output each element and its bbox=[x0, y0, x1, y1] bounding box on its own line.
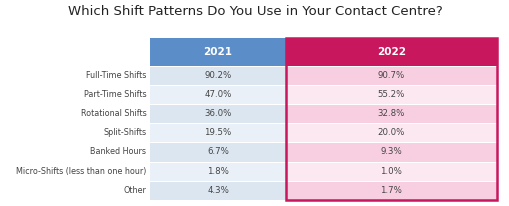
Text: Full-Time Shifts: Full-Time Shifts bbox=[86, 71, 146, 80]
Text: Part-Time Shifts: Part-Time Shifts bbox=[83, 90, 146, 99]
Text: 32.8%: 32.8% bbox=[377, 109, 404, 118]
Text: 2022: 2022 bbox=[376, 47, 405, 57]
Text: Split-Shifts: Split-Shifts bbox=[103, 128, 146, 137]
Text: Banked Hours: Banked Hours bbox=[90, 147, 146, 157]
Text: 1.0%: 1.0% bbox=[380, 167, 402, 176]
Text: Other: Other bbox=[123, 186, 146, 195]
Text: 20.0%: 20.0% bbox=[377, 128, 404, 137]
Text: 36.0%: 36.0% bbox=[204, 109, 231, 118]
Text: 4.3%: 4.3% bbox=[207, 186, 229, 195]
Text: 55.2%: 55.2% bbox=[377, 90, 404, 99]
Text: 6.7%: 6.7% bbox=[207, 147, 229, 157]
Text: Micro-Shifts (less than one hour): Micro-Shifts (less than one hour) bbox=[16, 167, 146, 176]
Text: Which Shift Patterns Do You Use in Your Contact Centre?: Which Shift Patterns Do You Use in Your … bbox=[68, 5, 441, 18]
Text: 90.2%: 90.2% bbox=[204, 71, 231, 80]
Text: 1.7%: 1.7% bbox=[380, 186, 402, 195]
Text: 19.5%: 19.5% bbox=[204, 128, 231, 137]
Text: 90.7%: 90.7% bbox=[377, 71, 404, 80]
Text: 1.8%: 1.8% bbox=[207, 167, 229, 176]
Text: 9.3%: 9.3% bbox=[380, 147, 402, 157]
Text: 47.0%: 47.0% bbox=[204, 90, 231, 99]
Text: 2021: 2021 bbox=[203, 47, 232, 57]
Text: Rotational Shifts: Rotational Shifts bbox=[80, 109, 146, 118]
